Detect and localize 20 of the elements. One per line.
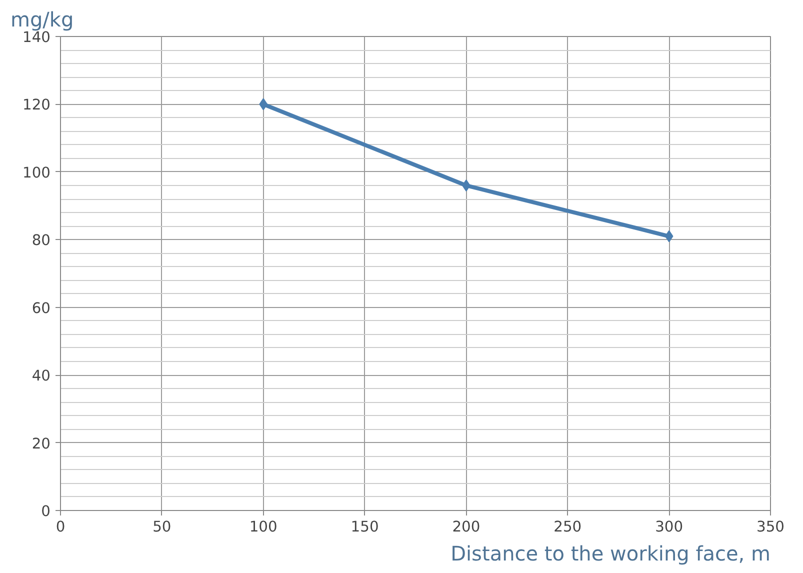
point — [664, 230, 674, 242]
x-tick-label: 250 — [554, 518, 582, 536]
x-tick-label: 50 — [152, 518, 172, 536]
y-tick-label: 40 — [32, 368, 51, 385]
x-tick-label: 300 — [655, 518, 684, 536]
y-tick-label: 20 — [32, 435, 51, 452]
point — [259, 98, 268, 110]
y-axis-title: mg/kg — [10, 8, 74, 32]
x-axis-title: Distance to the working face, m — [450, 542, 771, 566]
x-tick-label: 350 — [756, 518, 784, 536]
x-tick-label: 150 — [350, 518, 379, 536]
y-tick-label: 60 — [32, 300, 51, 317]
y-tick-label: 100 — [22, 164, 51, 182]
y-tick-label: 140 — [22, 29, 51, 46]
x-tick-label: 100 — [249, 518, 278, 536]
y-tick-label: 120 — [22, 96, 51, 114]
y-tick-label: 80 — [32, 232, 51, 250]
y-tick-label: 0 — [41, 503, 51, 520]
x-tick-label: 200 — [452, 518, 480, 536]
x-tick-label: 0 — [56, 518, 66, 536]
